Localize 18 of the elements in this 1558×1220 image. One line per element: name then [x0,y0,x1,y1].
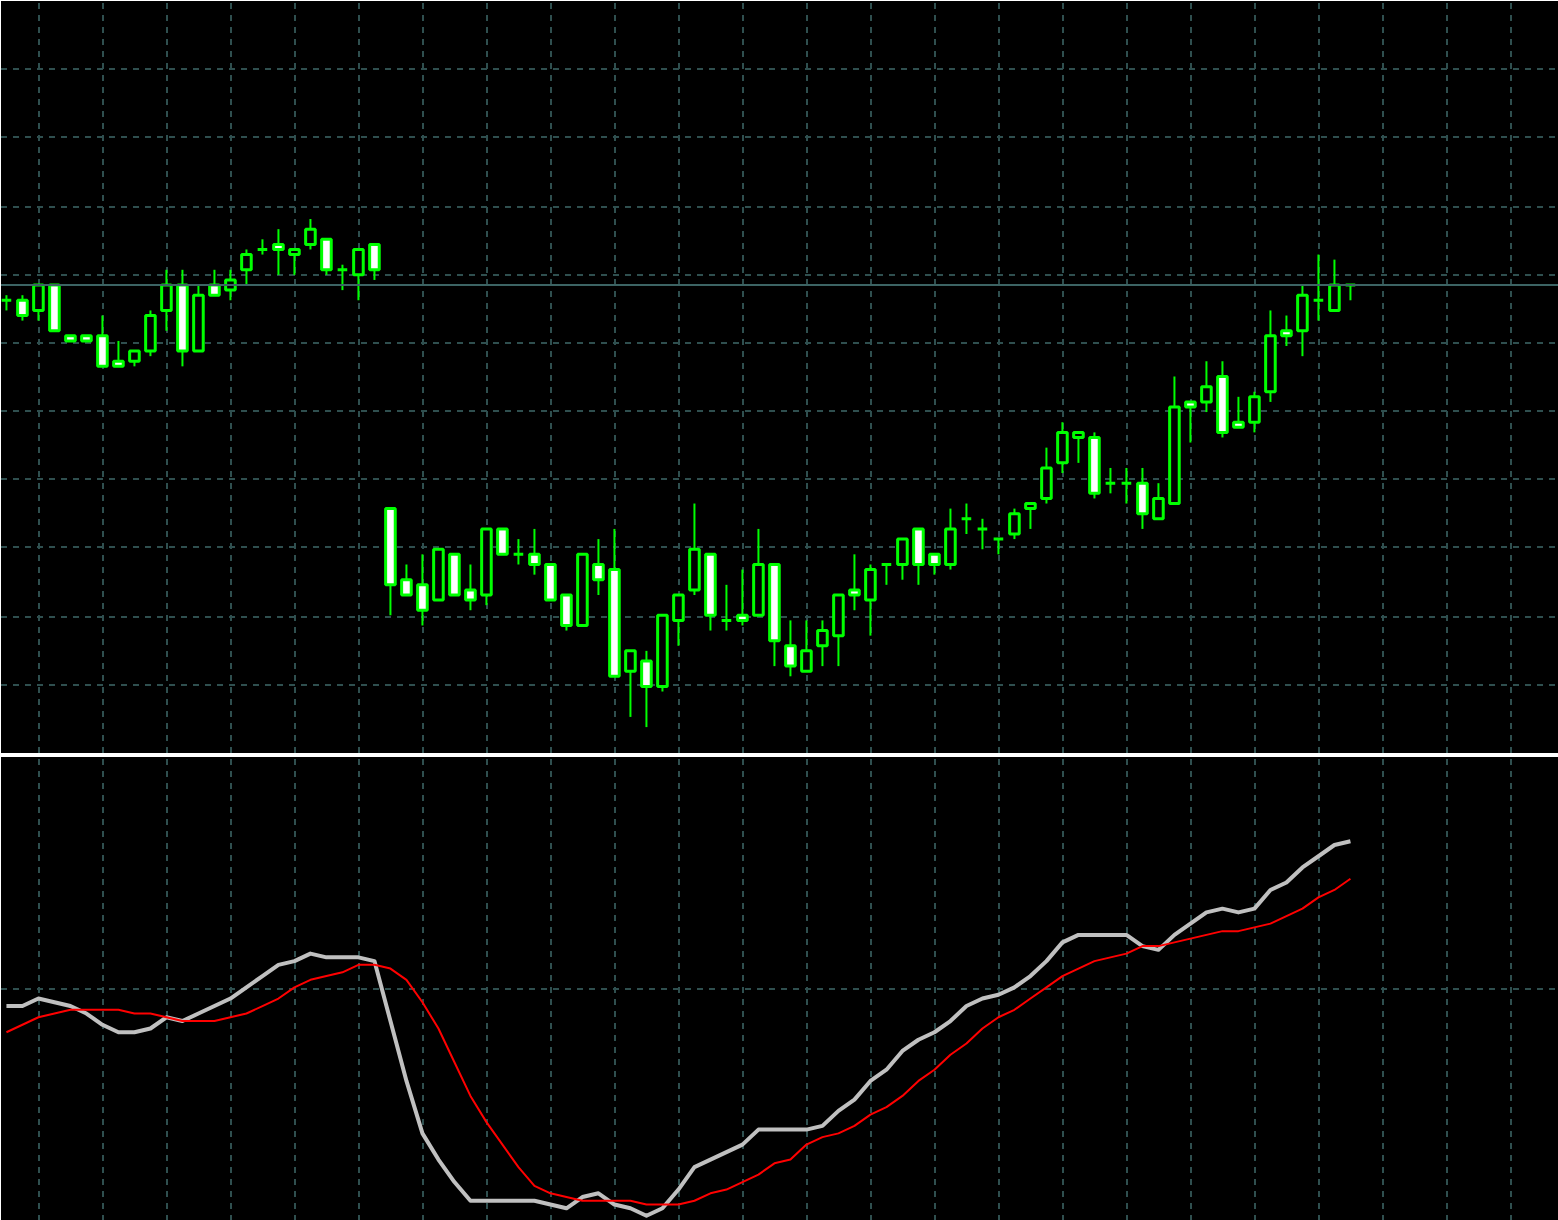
candlestick [144,309,157,358]
candlestick [720,583,733,632]
candlestick [1184,400,1197,444]
candlestick [1296,284,1309,358]
candlestick [1280,314,1293,348]
candlestick [336,263,349,292]
candlestick [880,562,893,586]
candlestick [1120,466,1133,505]
candlestick [1040,446,1053,505]
candlestick [1008,507,1021,541]
candlestick [976,517,989,551]
candlestick [240,248,253,287]
candlestick [960,502,973,536]
candlestick [1104,466,1117,495]
candlestick [1312,253,1325,322]
candlestick [1328,258,1341,312]
candlestick [512,538,525,566]
candlestick [1024,502,1037,530]
